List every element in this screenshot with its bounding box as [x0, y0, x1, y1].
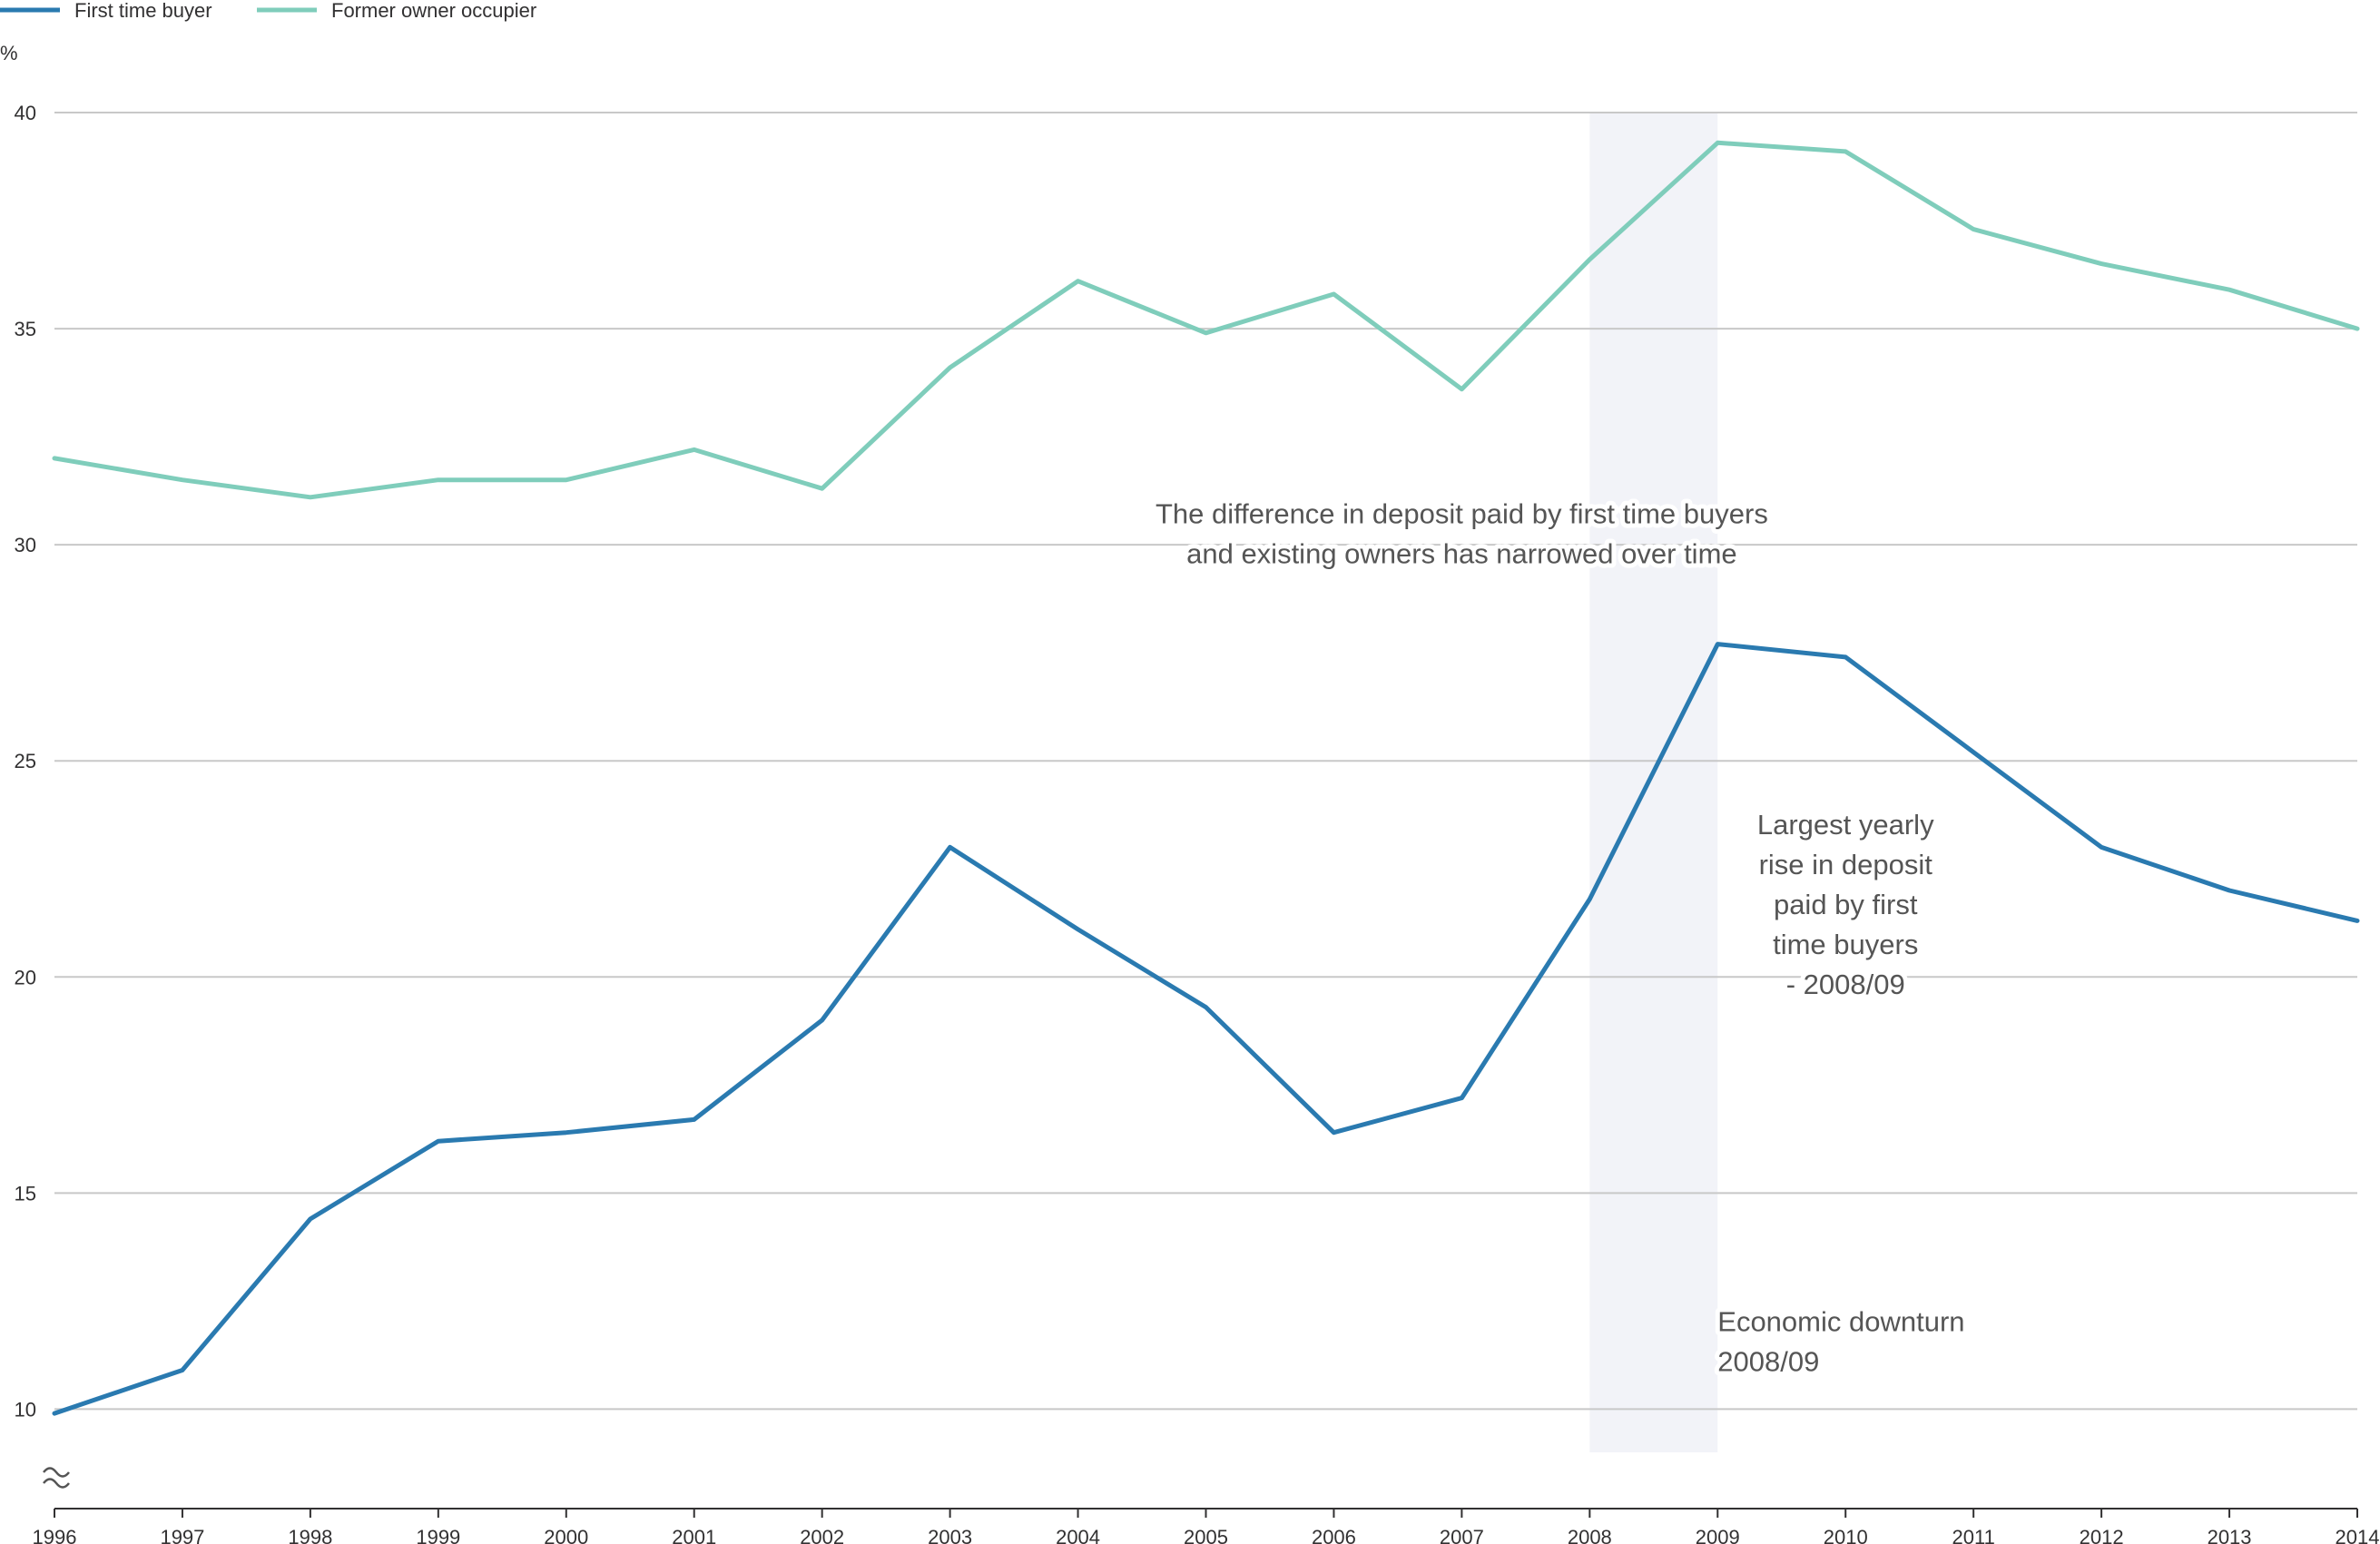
x-tick-label: 1996: [33, 1526, 77, 1544]
x-tick-label: 2009: [1696, 1526, 1740, 1544]
axis-break-icon: [43, 1467, 70, 1489]
annotation-line: paid by first: [1774, 889, 1918, 920]
annotation-1: Largest yearly rise in deposit paid by fir…: [1753, 804, 1939, 1005]
x-tick-label: 2006: [1312, 1526, 1356, 1544]
annotation-line: The difference in deposit paid by first …: [1156, 497, 1768, 529]
x-tick-label: 2012: [2080, 1526, 2124, 1544]
legend-label: Former owner occupier: [331, 0, 536, 22]
y-axis: 10 15 20 25 30 35 40: [15, 102, 70, 1489]
x-tick-label: 2007: [1440, 1526, 1484, 1544]
annotation-line: - 2008/09: [1786, 969, 1905, 1000]
legend-item-first-time-buyer: First time buyer: [0, 0, 212, 22]
legend-item-former-owner-occupier: Former owner occupier: [257, 0, 536, 22]
annotation-line: time buyers: [1773, 929, 1918, 960]
x-tick-label: 2002: [800, 1526, 844, 1544]
annotation-line: 2008/09: [1717, 1346, 1819, 1378]
annotation-line: Economic downturn: [1717, 1306, 1964, 1338]
series-line-former-owner-occupier: [52, 140, 2360, 500]
annotation-line: Largest yearly: [1757, 809, 1934, 841]
y-tick-label: 25: [15, 750, 36, 772]
shaded-region-downturn: [1589, 113, 1718, 1452]
y-tick-label: 35: [15, 318, 36, 340]
y-tick-label: 10: [15, 1398, 36, 1421]
x-tick-label: 2000: [544, 1526, 588, 1544]
shaded-region-layer: [1589, 113, 1718, 1452]
legend-label: First time buyer: [74, 0, 212, 22]
y-axis-unit-label: %: [0, 42, 18, 64]
y-tick-label: 15: [15, 1182, 36, 1205]
x-tick-label: 2001: [672, 1526, 716, 1544]
x-tick-label: 2008: [1568, 1526, 1612, 1544]
legend: First time buyer Former owner occupier: [0, 0, 536, 22]
annotations: The difference in deposit paid by first …: [1151, 493, 1970, 1382]
annotation-line: and existing owners has narrowed over ti…: [1186, 537, 1737, 569]
x-tick-label: 2004: [1056, 1526, 1100, 1544]
x-tick-label: 1997: [160, 1526, 204, 1544]
x-tick-label: 2013: [2208, 1526, 2252, 1544]
y-tick-label: 20: [15, 966, 36, 988]
x-tick-label: 2011: [1952, 1526, 1995, 1544]
x-tick-label: 1998: [288, 1526, 332, 1544]
y-tick-label: 30: [15, 534, 36, 556]
x-tick-label: 2010: [1824, 1526, 1868, 1544]
y-tick-label: 40: [15, 102, 36, 124]
annotation-line: rise in deposit: [1759, 849, 1933, 880]
series-lines: [52, 140, 2360, 1416]
x-tick-label: 1999: [416, 1526, 460, 1544]
gridlines: [54, 112, 2357, 1411]
x-tick-label: 2014: [2336, 1526, 2380, 1544]
x-tick-label: 2005: [1184, 1526, 1228, 1544]
annotation-2: Economic downturn 2008/09: [1713, 1302, 1969, 1382]
series-line-first-time-buyer: [52, 642, 2360, 1416]
x-axis: 1996 1997 1998 1999 2000 2001 2002 2003 2004 2005…: [33, 1508, 2380, 1544]
annotation-0: The difference in deposit paid by first …: [1151, 493, 1773, 574]
x-tick-label: 2003: [928, 1526, 972, 1544]
